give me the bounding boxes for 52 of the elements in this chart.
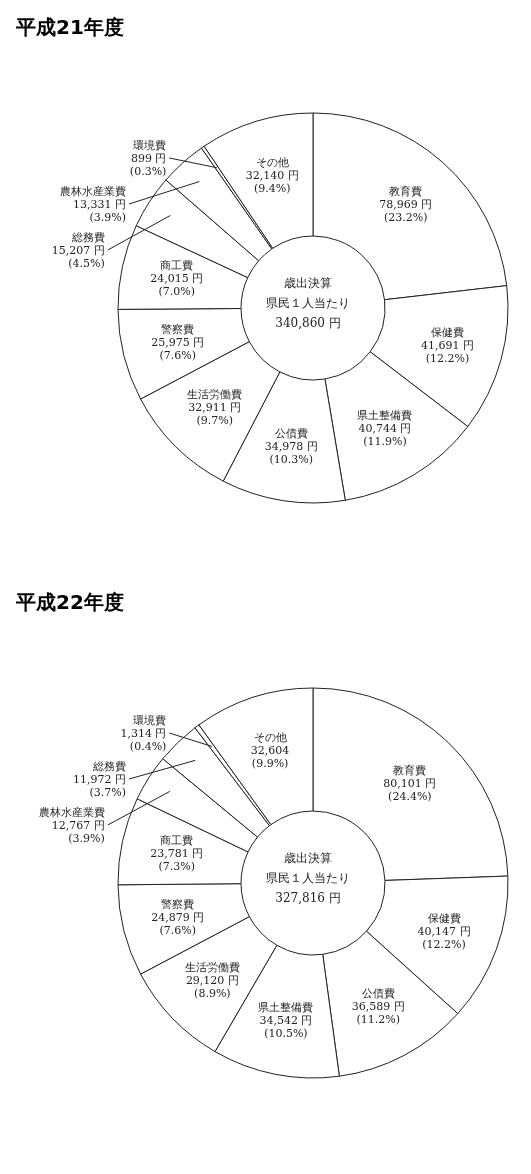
text: 歳出決算	[283, 275, 333, 292]
data-label: 23,781 円 (7.3%)	[150, 846, 204, 873]
text: 327,816 円	[274, 890, 342, 907]
chart-title: 平成21年度	[16, 14, 124, 41]
text: 340,860 円	[274, 315, 342, 332]
slice-label: 農林水産業費	[38, 805, 105, 819]
slice-label: 警察費	[161, 897, 195, 911]
data-label: 29,120 円 (8.9%)	[185, 973, 239, 1000]
data-label: 34,542 円 (10.5%)	[259, 1013, 313, 1040]
data-label: 34,978 円 (10.3%)	[264, 439, 318, 466]
text: 県民１人当たり	[265, 295, 351, 312]
slice-label: 保健費	[427, 911, 461, 925]
slice-label: 警察費	[161, 322, 195, 336]
data-label: 40,744 円 (11.9%)	[358, 421, 412, 448]
slice-label: 公債費	[361, 986, 395, 1000]
data-label: 36,589 円 (11.2%)	[351, 999, 405, 1026]
data-label: 32,604 (9.9%)	[250, 743, 290, 770]
data-label: 1,314 円 (0.4%)	[120, 726, 167, 753]
slice-label: 商工費	[160, 833, 194, 847]
slice-label: 総務費	[70, 230, 105, 244]
slice-label: 教育費	[393, 763, 427, 777]
data-label: 78,969 円 (23.2%)	[379, 197, 433, 224]
data-label: 32,911 円 (9.7%)	[188, 400, 242, 427]
text: 県民１人当たり	[265, 870, 351, 887]
slice-label: その他	[253, 730, 287, 744]
data-label: 25,975 円 (7.6%)	[151, 335, 205, 362]
slice-label: 商工費	[160, 258, 194, 272]
slice-label: 環境費	[133, 138, 167, 152]
data-label: 24,015 円 (7.0%)	[150, 271, 204, 298]
slice-label: 県土整備費	[258, 1000, 314, 1014]
slice-label: 総務費	[92, 759, 127, 773]
slice-label: 教育費	[389, 184, 423, 198]
chart-title: 平成22年度	[16, 589, 124, 616]
slice-label: 県土整備費	[357, 408, 413, 422]
data-label: 24,879 円 (7.6%)	[151, 910, 205, 937]
data-label: 12,767 円 (3.9%)	[51, 818, 105, 845]
data-label: 40,147 円 (12.2%)	[417, 924, 471, 951]
slice-label: 保健費	[430, 325, 464, 339]
slice-label: 環境費	[133, 713, 167, 727]
data-label: 11,972 円 (3.7%)	[73, 772, 127, 799]
slice-label: 農林水産業費	[60, 184, 127, 198]
slice-label: 生活労働費	[184, 960, 240, 974]
data-label: 41,691 円 (12.2%)	[420, 338, 474, 365]
data-label: 899 円 (0.3%)	[129, 151, 167, 178]
data-label: 32,140 円 (9.4%)	[245, 168, 299, 195]
slice-label: その他	[255, 155, 289, 169]
text: 歳出決算	[283, 850, 333, 867]
data-label: 15,207 円 (4.5%)	[51, 243, 105, 270]
data-label: 80,101 円 (24.4%)	[383, 776, 437, 803]
slice-label: 生活労働費	[187, 387, 243, 401]
data-label: 13,331 円 (3.9%)	[73, 197, 127, 224]
slice-label: 公債費	[274, 426, 308, 440]
